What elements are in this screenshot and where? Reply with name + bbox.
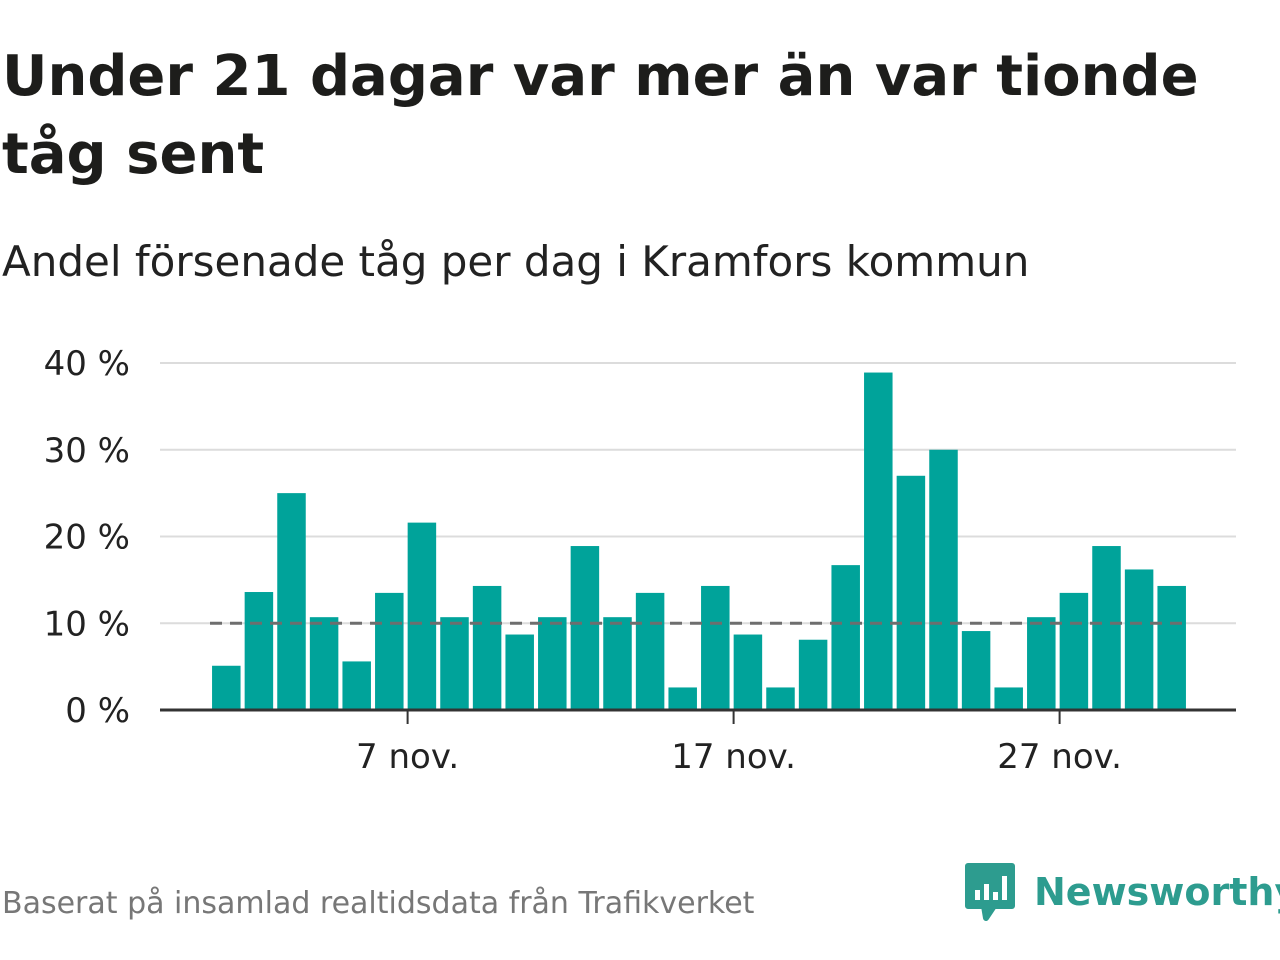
bar <box>505 634 534 710</box>
bar <box>407 522 437 710</box>
x-tick-label: 7 nov. <box>356 737 459 777</box>
newsworthy-logo-icon <box>965 863 1015 921</box>
chart-subtitle: Andel försenade tåg per dag i Kramfors k… <box>2 237 1030 286</box>
bar <box>896 475 926 710</box>
bar <box>309 617 339 710</box>
chart-title: Under 21 dagar var mer än var tionde tåg… <box>2 44 1199 187</box>
bar <box>1124 569 1154 710</box>
bar <box>831 565 860 710</box>
bar <box>766 687 795 710</box>
x-tick-label: 17 nov. <box>671 737 796 777</box>
brand-name: Newsworthy <box>1034 870 1280 914</box>
bar <box>635 592 665 710</box>
bar <box>472 585 502 710</box>
bar <box>1092 546 1121 710</box>
y-tick-label: 20 % <box>44 518 130 558</box>
bar <box>961 631 991 710</box>
bar <box>244 592 274 710</box>
bar <box>798 639 828 710</box>
bar <box>538 617 567 710</box>
brand-logo: Newsworthy <box>964 862 1280 922</box>
bar <box>929 449 958 710</box>
bar <box>1059 592 1089 710</box>
bar <box>570 546 600 710</box>
bar <box>668 687 697 710</box>
bar <box>277 493 306 710</box>
bar <box>1027 617 1056 710</box>
y-tick-label: 10 % <box>44 604 130 644</box>
y-tick-label: 0 % <box>65 691 130 731</box>
bar <box>440 617 469 710</box>
bar-chart: 0 % 10 % 20 % 30 % 40 % 7 nov. 17 nov. 27 nov. <box>44 344 1236 777</box>
bar <box>1157 585 1186 710</box>
x-tick-label: 27 nov. <box>997 737 1122 777</box>
bar <box>212 665 241 710</box>
bar <box>864 372 893 710</box>
y-tick-label: 30 % <box>44 431 130 471</box>
bar <box>994 687 1023 710</box>
bar <box>701 585 730 710</box>
bar <box>603 617 632 710</box>
bar <box>342 661 371 710</box>
source-note: Baserat på insamlad realtidsdata från Tr… <box>2 886 755 921</box>
bar <box>733 634 763 710</box>
bar <box>375 592 404 710</box>
y-tick-label: 40 % <box>44 344 130 384</box>
